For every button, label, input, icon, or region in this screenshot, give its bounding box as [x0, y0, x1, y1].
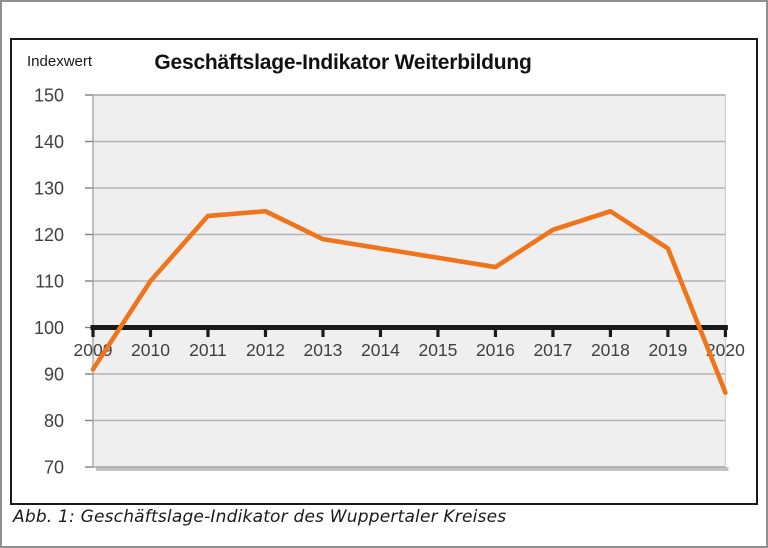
x-tick-label: 2020 [706, 340, 745, 360]
x-tick-label: 2015 [418, 340, 457, 360]
x-tick-label: 2017 [533, 340, 572, 360]
y-axis-title: Indexwert [27, 53, 93, 70]
y-tick-label: 100 [34, 318, 64, 338]
data-line [90, 208, 728, 395]
y-tick-label: 130 [34, 179, 64, 199]
x-tick-label: 2014 [361, 340, 400, 360]
chart-title: Geschäftslage-Indikator Weiterbildung [154, 51, 532, 74]
x-tick-label: 2012 [246, 340, 285, 360]
y-tick-label: 70 [44, 458, 64, 478]
y-tick-label: 140 [34, 132, 64, 152]
x-tick-label: 2013 [303, 340, 342, 360]
figure-caption: Abb. 1: Geschäftslage-Indikator des Wupp… [13, 507, 507, 527]
y-tick-label: 90 [44, 365, 64, 385]
y-tick-label: 150 [34, 86, 64, 106]
y-tick-label: 110 [35, 272, 64, 292]
x-tick-label: 2018 [591, 340, 630, 360]
y-tick-label: 120 [34, 225, 64, 245]
x-tick-label: 2016 [476, 340, 515, 360]
plot-shadow [96, 467, 729, 471]
x-tick-label: 2011 [189, 340, 227, 360]
x-tick-label: 2010 [131, 340, 170, 360]
y-tick-label: 80 [44, 411, 64, 431]
x-tick-label: 2019 [648, 340, 687, 360]
